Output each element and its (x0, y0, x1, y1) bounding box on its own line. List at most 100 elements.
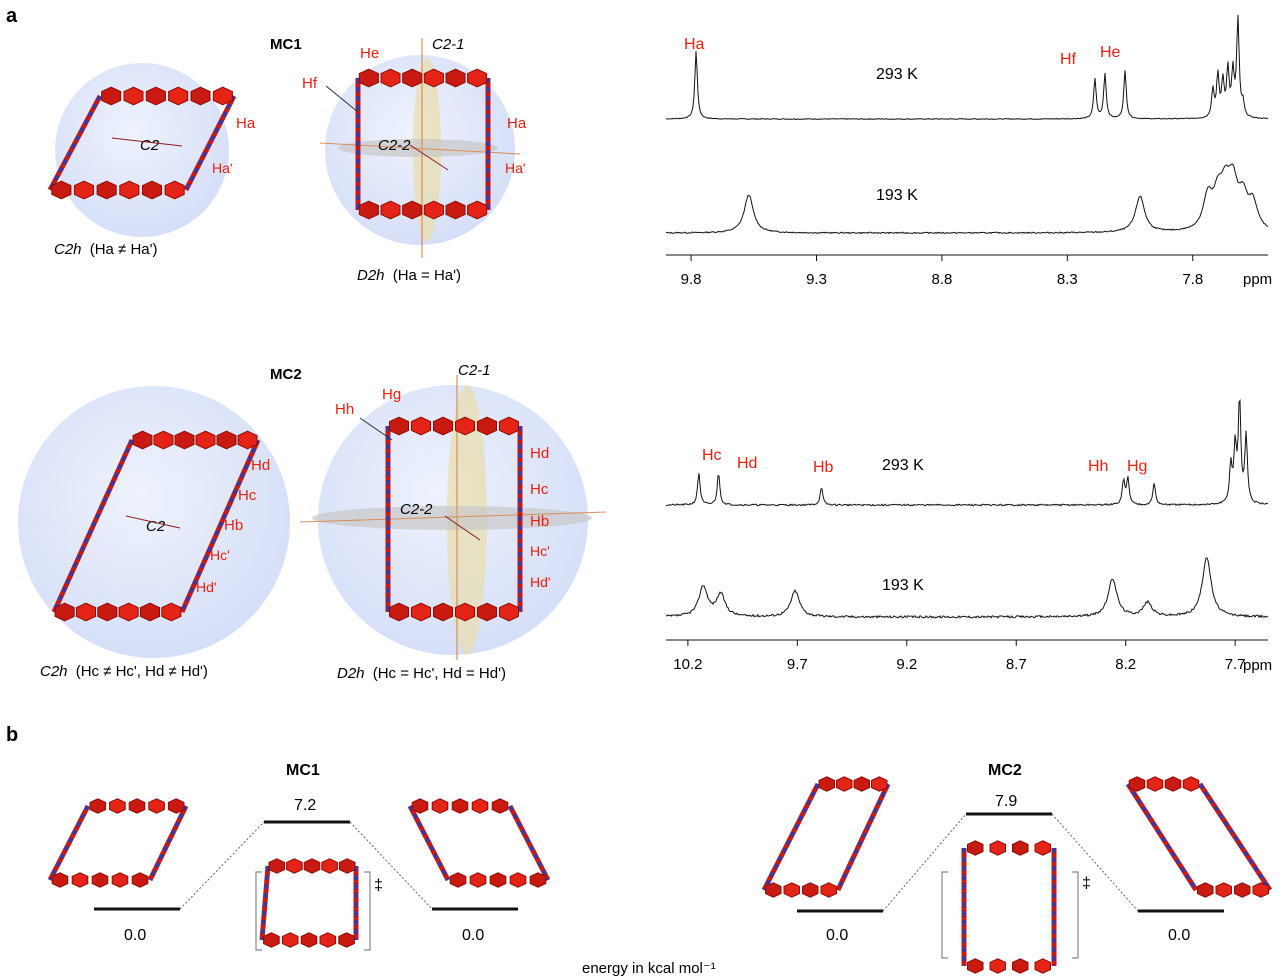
b-mc1-ts-top-ring (303, 858, 321, 874)
b-mc2-ts-top-ring (1012, 840, 1029, 856)
mc1-left-connector (179, 821, 265, 910)
mc1-c2h-bottom-ring (96, 180, 117, 200)
mc2-c2h-sym: C2h (40, 663, 68, 680)
mc1-d2h-top-ring (380, 68, 401, 88)
mc1-c2h-bottom-ring (164, 180, 185, 200)
b-mc2-ts-bottom-ring (1034, 958, 1051, 974)
b-mc2-min-left-top-ring (853, 776, 870, 792)
mc1-ts-dagger: ‡ (374, 877, 383, 894)
b-mc1-min-left-bottom-ring (51, 872, 69, 888)
mc2-hb-label: Hb (224, 517, 243, 534)
b-mc2-min-right-top-ring (1164, 776, 1182, 792)
mc1-c2h-bottom-ring (142, 180, 162, 200)
mc2-c2-1-label: C2-1 (458, 362, 491, 379)
mc2-c2h-top-ring (174, 430, 195, 450)
mc2-hc-prime-right-label: Hc' (530, 543, 550, 559)
b-mc1-min-left-top-ring (89, 798, 107, 814)
mc2-c2h-right-linker (180, 439, 260, 613)
mc1-d2h-sym: D2h (357, 267, 385, 284)
mc2-tick-label-4: 8.2 (1115, 656, 1136, 673)
b-mc1-min-right-top-ring (411, 798, 429, 814)
mc1-temp-193: 193 K (876, 187, 918, 204)
b-mc2-min-right-bottom-ring (1234, 882, 1251, 898)
mc1-d2h-caption: D2h (Ha = Ha') (357, 267, 461, 284)
b-mc1-min-left-right-linker (148, 805, 188, 881)
b-mc2-min-right-top-ring (1146, 776, 1164, 792)
b-mc1-min-left-bottom-ring (91, 872, 109, 888)
mc2-d2h-bottom-ring (455, 602, 475, 622)
mc2-temp-193: 193 K (882, 577, 924, 594)
mc2-hd-prime-label: Hd' (196, 579, 217, 595)
mc1-nmr-spectrum: 293 K 193 K Ha Hf He 9.8 9.3 8.8 8.3 7.8 ppm (665, 14, 1272, 288)
mc2-c2-axis-label: C2 (146, 518, 166, 535)
mc2-c2h-caption: C2h (Hc ≠ Hc', Hd ≠ Hd') (40, 663, 208, 680)
mc2-x-ticks: 10.2 9.7 9.2 8.7 8.2 7.7 (673, 640, 1246, 673)
panel-label-b: b (6, 724, 18, 746)
b-mc1-ts-bottom-ring (281, 932, 299, 948)
b-mc1-min-right-top-ring (451, 798, 469, 814)
mc1-d2h-top-ring (445, 68, 466, 88)
mc1-peak-ha: Ha (684, 36, 705, 53)
mc1-ts-bracket-right (364, 871, 371, 951)
b-mc2-ts-bottom-ring (967, 958, 984, 974)
b-mc1-min-right-bottom-ring (489, 872, 507, 888)
mc1-c2h-model: C2 Ha Ha' (47, 63, 256, 237)
mc2-hb-right-label: Hb (530, 513, 549, 530)
mc2-d2h-bottom-ring (433, 602, 453, 622)
mc2-hg-label: Hg (382, 386, 401, 403)
b-mc1-min-right-top-ring (431, 798, 449, 814)
mc2-d2h-horizontal-plane (312, 506, 592, 530)
mc2-peak-hc: Hc (702, 447, 722, 464)
b-mc2-ts-top-ring (1034, 840, 1051, 856)
mc2-d2h-top-ring (455, 416, 475, 436)
mc1-ha-prime-right-label: Ha' (505, 160, 526, 176)
mc2-c2-2-axis (299, 511, 607, 523)
mc1-ts-energy: 7.2 (294, 797, 316, 814)
mc2-c2h-bottom-ring (161, 602, 182, 622)
mc2-right-energy: 0.0 (1168, 927, 1190, 944)
mc1-label: MC1 (270, 36, 302, 53)
mc1-d2h-bottom-ring (467, 200, 488, 220)
mc1-d2h-top-ring (358, 68, 379, 88)
b-mc1-ts-bottom-ring (263, 932, 280, 948)
mc1-tick-label-0: 9.8 (681, 271, 702, 288)
mc1-hf-pointer (325, 85, 359, 113)
mc1-he-label: He (360, 45, 379, 62)
b-mc2-min-right-bottom-ring (1197, 882, 1214, 898)
mc1-c2h-cond: (Ha ≠ Ha') (90, 241, 158, 258)
mc2-peak-hg: Hg (1127, 458, 1147, 475)
mc1-c2h-sym: C2h (54, 241, 82, 258)
mc2-trace-193k (665, 557, 1269, 619)
mc2-ts-energy: 7.9 (995, 793, 1017, 810)
mc1-c2-1-label: C2-1 (432, 36, 465, 53)
b-mc1-min-right-bottom-ring (449, 872, 467, 888)
b-mc1-min-left-left-linker (48, 805, 90, 881)
mc1-right-energy: 0.0 (462, 927, 484, 944)
mc1-tick-label-4: 7.8 (1182, 271, 1203, 288)
mc2-d2h-bottom-ring (389, 602, 409, 622)
b-mc1-min-left-top-ring (167, 798, 185, 814)
mc2-hd-prime-right-label: Hd' (530, 574, 551, 590)
b-mc2-ts-top-ring (967, 840, 984, 856)
b-mc1-min-left-bottom-ring (111, 872, 129, 888)
mc2-c2h-bottom-ring (140, 602, 160, 622)
b-mc1-min-left-top-ring (148, 798, 165, 814)
b-mc1-min-left-top-ring (109, 798, 126, 814)
mc2-d2h-cond: (Hc = Hc', Hd = Hd') (373, 665, 506, 682)
mc2-d2h-top-ring (499, 416, 519, 436)
mc1-d2h-bottom-ring (423, 200, 444, 220)
panel-label-a: a (6, 5, 18, 27)
b-mc2-min-right-top-ring (1128, 776, 1146, 792)
b-mc1-ts-top-ring (268, 858, 286, 874)
mc2-left-energy: 0.0 (826, 927, 848, 944)
b-mc2-min-left-top-ring (836, 776, 853, 792)
mc1-d2h-bottom-ring (380, 200, 401, 220)
mc2-d2h-caption: D2h (Hc = Hc', Hd = Hd') (337, 665, 506, 682)
b-mc2-ts-top-ring (989, 840, 1006, 856)
b-mc1-ts-top-ring (338, 858, 356, 874)
mc1-ha-label: Ha (236, 115, 256, 132)
b-mc1-ts-top-ring (321, 858, 338, 874)
mc2-c2h-left-linker (52, 439, 134, 613)
mc2-d2h-sym: D2h (337, 665, 365, 682)
mc2-temp-293: 293 K (882, 457, 924, 474)
